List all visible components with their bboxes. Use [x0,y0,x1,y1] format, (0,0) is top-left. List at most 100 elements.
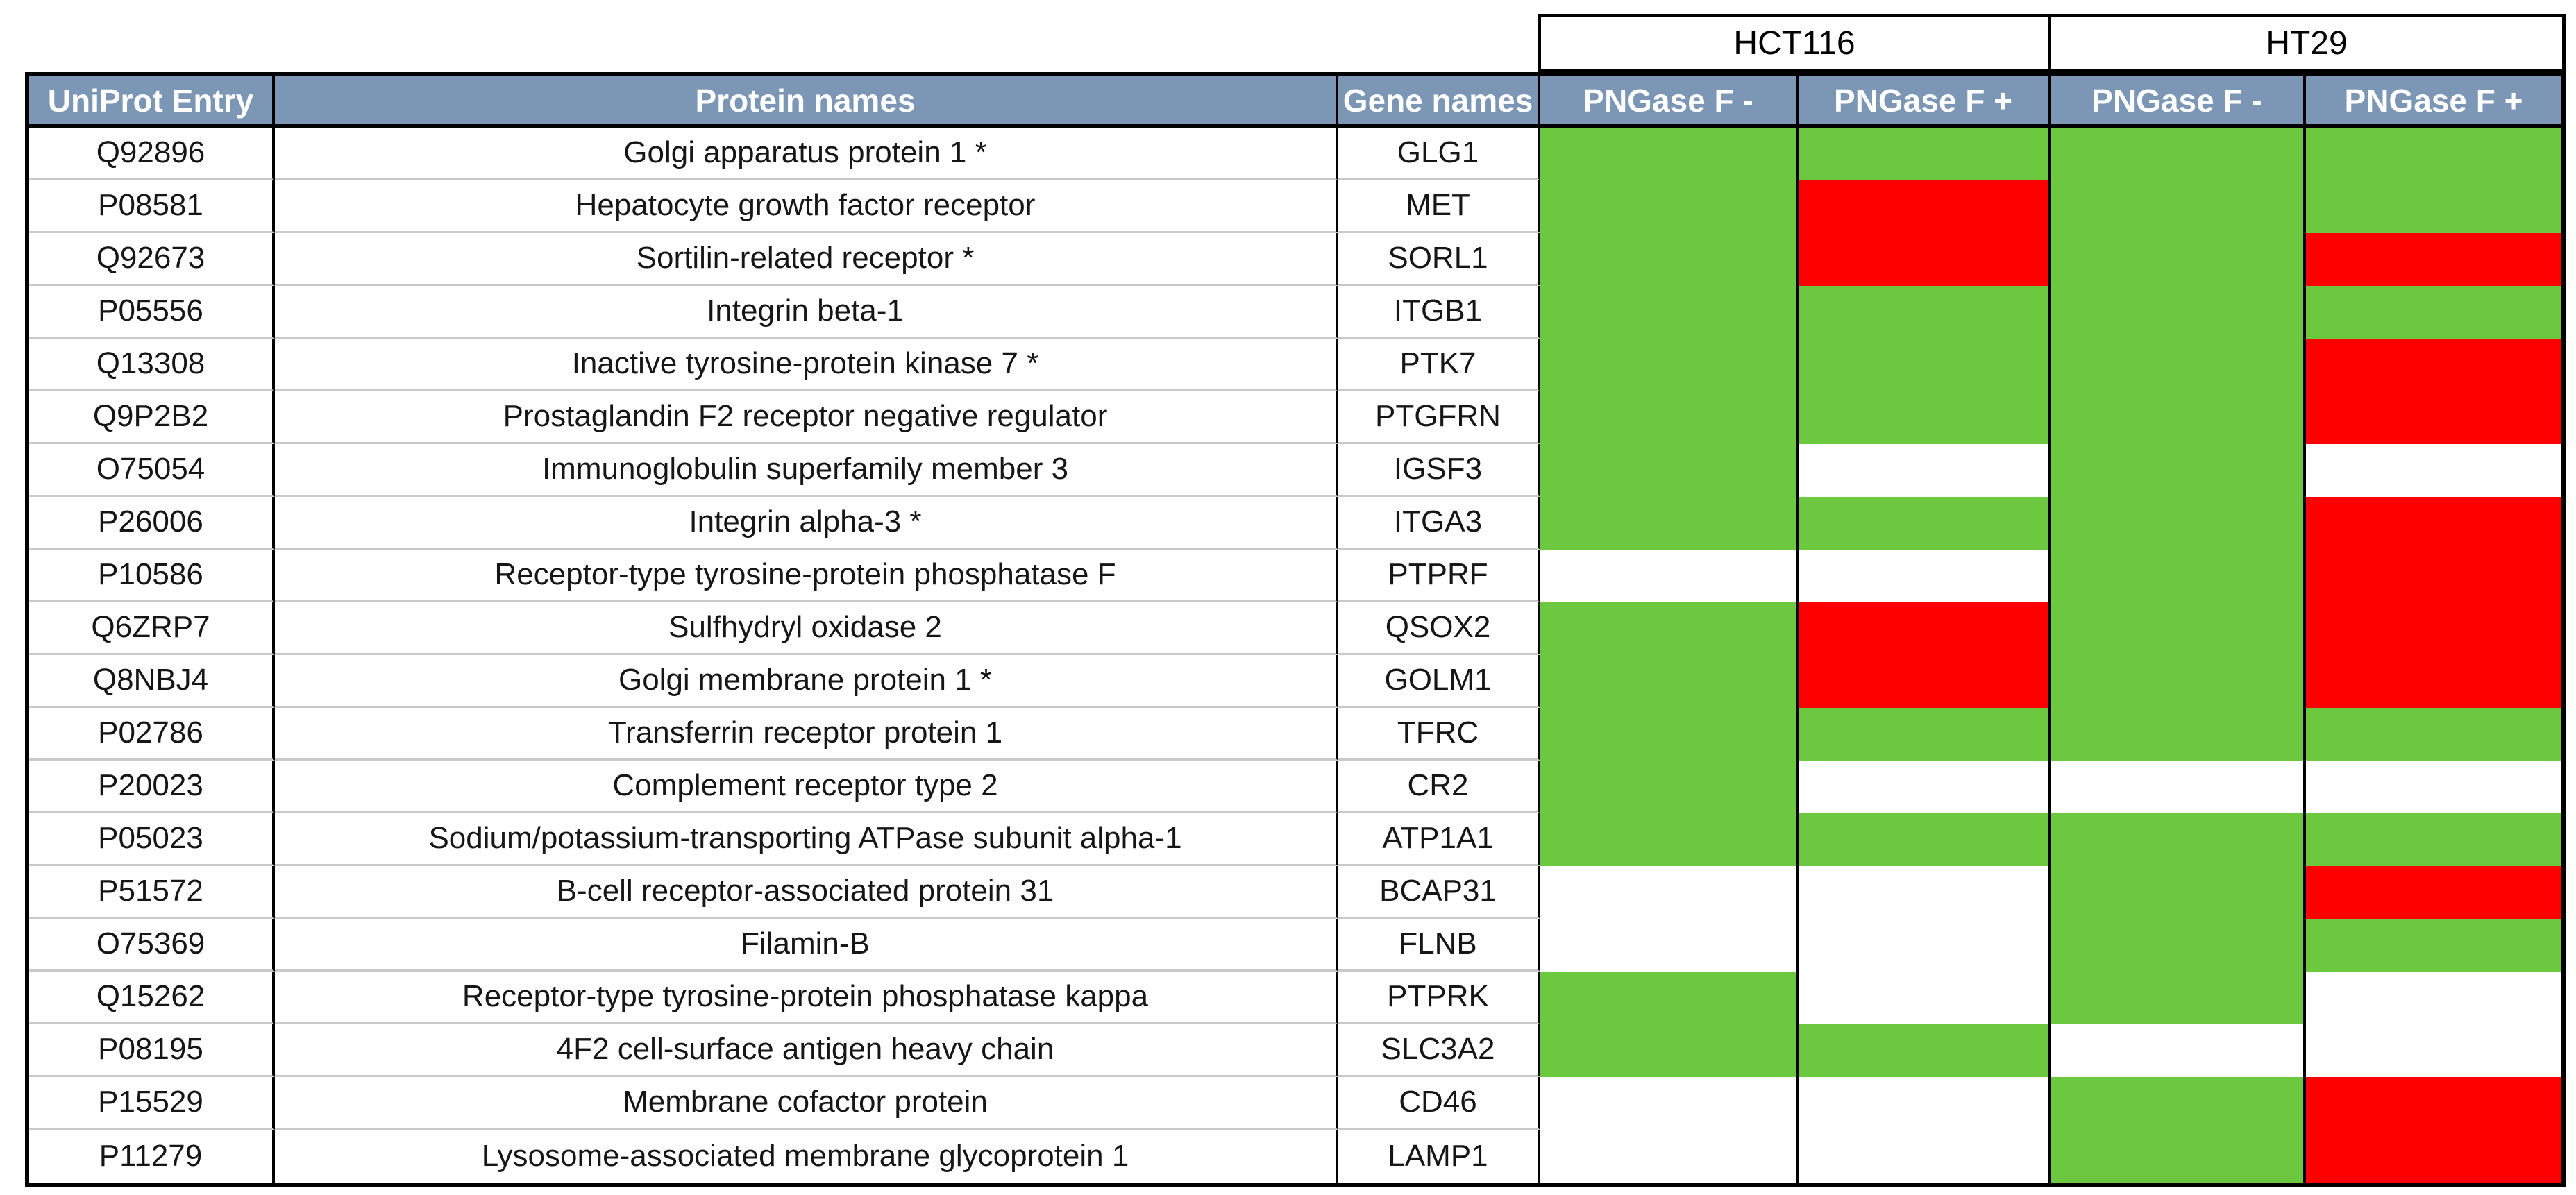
gene-name-cell: PTPRF [1338,550,1540,602]
status-cell-ht29-plus [2306,972,2561,1024]
gene-name-cell: PTPRK [1338,972,1540,1024]
column-header-protein-names: Protein names [275,76,1338,128]
uniprot-cell: P10586 [29,550,275,602]
status-cell-hct116-minus [1540,813,1799,866]
protein-name-cell: Hepatocyte growth factor receptor [275,180,1338,233]
status-cell-hct116-minus [1540,761,1799,813]
uniprot-cell: Q92896 [29,128,275,180]
uniprot-cell: P08581 [29,180,275,233]
uniprot-cell: Q9P2B2 [29,391,275,444]
protein-name-cell: Receptor-type tyrosine-protein phosphata… [275,550,1338,602]
status-cell-hct116-minus [1540,339,1799,391]
status-cell-hct116-minus [1540,1024,1799,1077]
status-cell-ht29-minus [2051,1024,2306,1077]
status-cell-ht29-minus [2051,813,2306,866]
status-cell-ht29-plus [2306,180,2561,233]
uniprot-cell: P51572 [29,866,275,919]
status-cell-hct116-plus [1799,761,2051,813]
gene-name-cell: ITGB1 [1338,286,1540,339]
uniprot-cell: P02786 [29,708,275,761]
gene-name-cell: MET [1338,180,1540,233]
status-cell-hct116-plus [1799,1024,2051,1077]
status-cell-hct116-plus [1799,550,2051,602]
status-cell-hct116-minus [1540,497,1799,550]
status-cell-ht29-plus [2306,1130,2561,1183]
protein-name-cell: Prostaglandin F2 receptor negative regul… [275,391,1338,444]
protein-name-cell: Lysosome-associated membrane glycoprotei… [275,1130,1338,1183]
status-cell-ht29-plus [2306,286,2561,339]
status-cell-hct116-minus [1540,1130,1799,1183]
column-header-ht29-pngase-plus: PNGase F + [2306,76,2561,128]
status-cell-hct116-plus [1799,233,2051,286]
protein-name-cell: Integrin alpha-3 * [275,497,1338,550]
uniprot-cell: Q15262 [29,972,275,1024]
status-cell-ht29-plus [2306,128,2561,180]
uniprot-cell: Q92673 [29,233,275,286]
gene-name-cell: FLNB [1338,919,1540,972]
gene-name-cell: ITGA3 [1338,497,1540,550]
protein-name-cell: Sortilin-related receptor * [275,233,1338,286]
status-cell-hct116-minus [1540,655,1799,708]
uniprot-cell: Q8NBJ4 [29,655,275,708]
protein-name-cell: Sulfhydryl oxidase 2 [275,602,1338,655]
status-cell-hct116-minus [1540,708,1799,761]
uniprot-cell: Q13308 [29,339,275,391]
status-cell-ht29-plus [2306,655,2561,708]
status-cell-ht29-minus [2051,497,2306,550]
status-cell-hct116-plus [1799,339,2051,391]
status-cell-hct116-plus [1799,972,2051,1024]
uniprot-cell: P05556 [29,286,275,339]
gene-name-cell: GLG1 [1338,128,1540,180]
status-cell-ht29-minus [2051,233,2306,286]
status-cell-hct116-plus [1799,602,2051,655]
status-cell-ht29-plus [2306,550,2561,602]
status-cell-hct116-minus [1540,1077,1799,1130]
protein-name-cell: Filamin-B [275,919,1338,972]
status-cell-hct116-plus [1799,1077,2051,1130]
protein-name-cell: Integrin beta-1 [275,286,1338,339]
status-cell-ht29-minus [2051,339,2306,391]
protein-name-cell: Sodium/potassium-transporting ATPase sub… [275,813,1338,866]
status-cell-ht29-minus [2051,286,2306,339]
protein-name-cell: Membrane cofactor protein [275,1077,1338,1130]
status-cell-hct116-minus [1540,919,1799,972]
status-cell-ht29-minus [2051,1130,2306,1183]
status-cell-hct116-minus [1540,972,1799,1024]
status-cell-ht29-minus [2051,550,2306,602]
protein-name-cell: B-cell receptor-associated protein 31 [275,866,1338,919]
uniprot-cell: P08195 [29,1024,275,1077]
status-cell-hct116-plus [1799,497,2051,550]
protein-name-cell: 4F2 cell-surface antigen heavy chain [275,1024,1338,1077]
uniprot-cell: P11279 [29,1130,275,1183]
status-cell-hct116-plus [1799,444,2051,497]
status-cell-hct116-plus [1799,286,2051,339]
uniprot-cell: O75054 [29,444,275,497]
protein-name-cell: Golgi membrane protein 1 * [275,655,1338,708]
protein-name-cell: Complement receptor type 2 [275,761,1338,813]
uniprot-cell: P26006 [29,497,275,550]
status-cell-hct116-plus [1799,813,2051,866]
protein-name-cell: Transferrin receptor protein 1 [275,708,1338,761]
status-cell-hct116-minus [1540,128,1799,180]
uniprot-cell: P20023 [29,761,275,813]
status-cell-ht29-minus [2051,128,2306,180]
uniprot-cell: O75369 [29,919,275,972]
status-cell-hct116-plus [1799,1130,2051,1183]
status-cell-ht29-minus [2051,761,2306,813]
gene-name-cell: PTGFRN [1338,391,1540,444]
status-cell-ht29-plus [2306,761,2561,813]
status-cell-ht29-plus [2306,339,2561,391]
column-header-uniprot-entry: UniProt Entry [29,76,275,128]
protein-name-cell: Receptor-type tyrosine-protein phosphata… [275,972,1338,1024]
group-header-hct116: HCT116 [1538,14,2051,72]
status-cell-ht29-plus [2306,919,2561,972]
gene-name-cell: ATP1A1 [1338,813,1540,866]
gene-name-cell: SORL1 [1338,233,1540,286]
status-cell-ht29-minus [2051,1077,2306,1130]
status-cell-ht29-plus [2306,391,2561,444]
status-cell-hct116-minus [1540,444,1799,497]
status-cell-ht29-minus [2051,391,2306,444]
gene-name-cell: GOLM1 [1338,655,1540,708]
status-cell-ht29-minus [2051,708,2306,761]
